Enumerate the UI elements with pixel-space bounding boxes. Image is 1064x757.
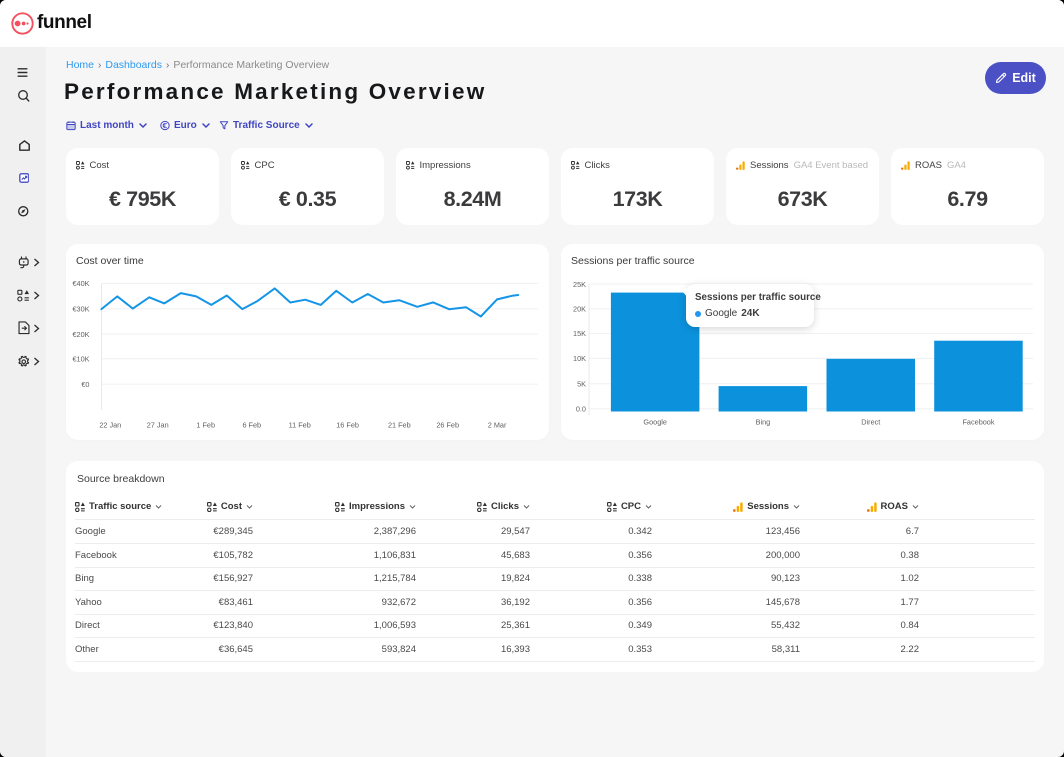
svg-text:15K: 15K (573, 329, 586, 338)
svg-text:Bing: Bing (756, 418, 771, 427)
svg-text:22 Jan: 22 Jan (99, 421, 121, 430)
svg-text:Facebook: Facebook (962, 418, 994, 427)
svg-text:25K: 25K (573, 280, 586, 289)
svg-text:€40K: €40K (72, 279, 89, 288)
svg-text:20K: 20K (573, 305, 586, 314)
svg-text:Direct: Direct (861, 418, 880, 427)
svg-text:10K: 10K (573, 354, 586, 363)
svg-text:1 Feb: 1 Feb (196, 421, 215, 430)
svg-text:26 Feb: 26 Feb (436, 421, 459, 430)
svg-text:21 Feb: 21 Feb (388, 421, 411, 430)
svg-text:€0: €0 (81, 380, 89, 389)
svg-text:Google: Google (643, 418, 667, 427)
svg-text:0.0: 0.0 (576, 405, 586, 414)
svg-text:5K: 5K (577, 380, 586, 389)
svg-text:€20K: €20K (72, 330, 89, 339)
svg-text:€30K: €30K (72, 305, 89, 314)
svg-text:2 Mar: 2 Mar (488, 421, 507, 430)
svg-text:€10K: €10K (72, 355, 89, 364)
svg-text:16 Feb: 16 Feb (336, 421, 359, 430)
svg-text:6 Feb: 6 Feb (242, 421, 261, 430)
svg-text:11 Feb: 11 Feb (289, 421, 311, 430)
svg-text:27 Jan: 27 Jan (147, 421, 169, 430)
